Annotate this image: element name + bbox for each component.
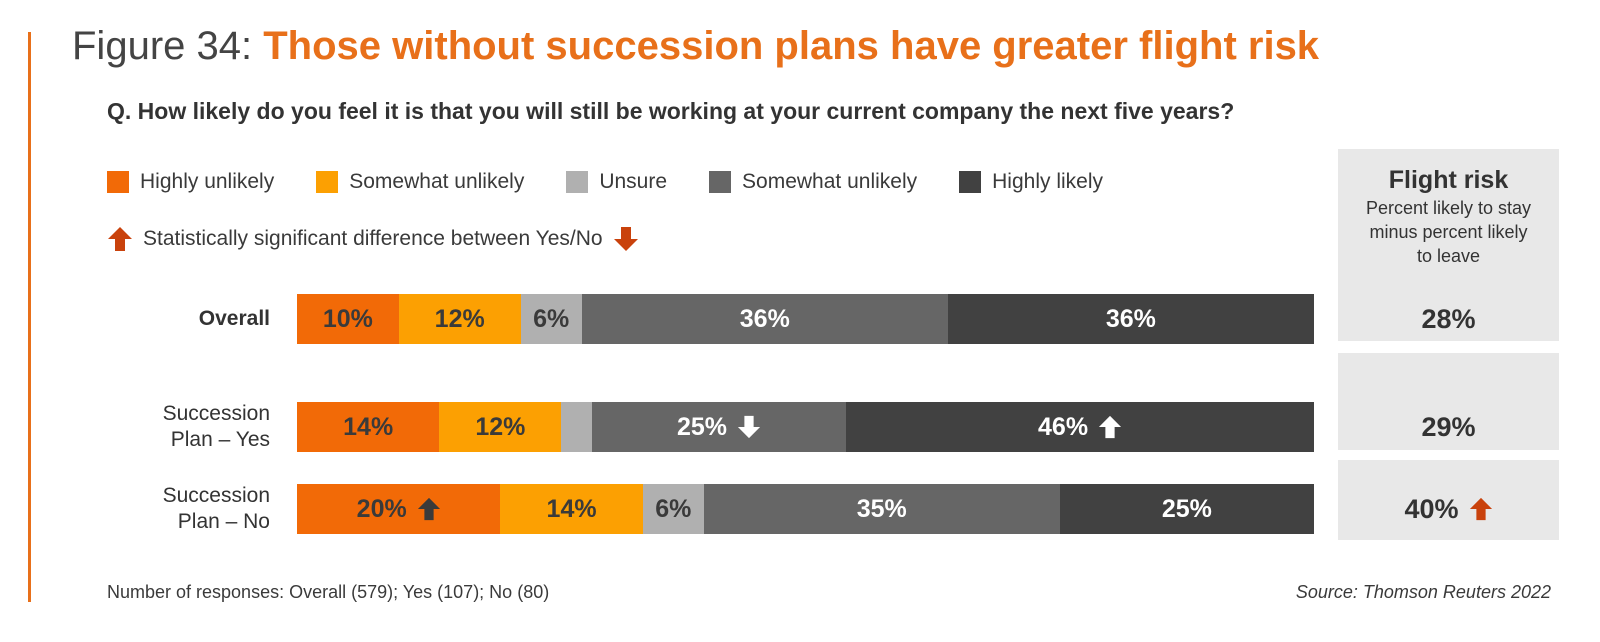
significance-note: Statistically significant difference bet… [107, 226, 639, 252]
bar-segment: 36% [947, 294, 1314, 344]
flight-risk-panel-cell [1338, 460, 1559, 540]
legend-label: Somewhat unlikely [349, 170, 525, 193]
responses-footnote: Number of responses: Overall (579); Yes … [107, 582, 550, 602]
arrow-up-icon [417, 497, 440, 521]
title-text: Those without succession plans have grea… [263, 24, 1320, 68]
legend-label: Unsure [599, 170, 668, 193]
bar-row: 10% 12% 6% 36% 36% [297, 294, 1314, 344]
data-label: 14% [546, 494, 597, 523]
bar-segment: 35% [703, 484, 1060, 534]
category-label: Succession Plan – No [100, 483, 270, 535]
arrow-down-icon [613, 227, 638, 251]
legend-item: Somewhat unlikely [709, 170, 917, 194]
legend-swatch [959, 171, 982, 193]
data-label: 20% [356, 494, 407, 523]
legend-item: Highly unlikely [107, 170, 274, 194]
flight-risk-subtitle-line: Percent likely to stay [1365, 198, 1532, 218]
bar-segment: 12% [439, 402, 562, 452]
figure-title: Figure 34: Those without succession plan… [72, 24, 1319, 69]
legend-label: Somewhat unlikely [742, 170, 918, 193]
bar-row: 14% 12% 25% 46% [297, 402, 1314, 452]
data-label: 36% [739, 304, 790, 333]
flight-risk-value: 40% [1338, 484, 1559, 534]
legend-swatch [316, 171, 339, 193]
category-label: Overall [100, 306, 270, 332]
data-label: 35% [856, 494, 907, 523]
data-label: 12% [434, 304, 485, 333]
legend-label: Highly unlikely [140, 170, 275, 193]
bar-segment: 25% [1059, 484, 1314, 534]
flight-risk-value: 29% [1338, 402, 1559, 452]
flight-risk-panel-cell [1338, 353, 1559, 450]
flight-risk-title: Flight risk [1388, 166, 1509, 194]
flight-risk-subtitle: Percent likely to stay minus percent lik… [1338, 196, 1559, 268]
category-label: Succession Plan – Yes [100, 401, 270, 453]
flight-risk-subtitle-line: minus percent likely [1369, 222, 1528, 242]
legend-item: Unsure [566, 170, 667, 194]
arrow-up-icon [1099, 415, 1122, 439]
data-label: 10% [322, 304, 373, 333]
bar-segment: 12% [398, 294, 521, 344]
source-credit: Source: Thomson Reuters 2022 [1295, 582, 1551, 602]
flight-risk-value-text: 40% [1404, 493, 1459, 524]
figure-label: Figure 34: [72, 24, 253, 68]
data-label: 36% [1105, 304, 1156, 333]
legend-item: Highly likely [959, 170, 1103, 194]
survey-question: Q. How likely do you feel it is that you… [107, 98, 1235, 124]
data-label: 46% [1038, 412, 1089, 441]
bar-segment: 25% [591, 402, 847, 452]
data-label: 25% [1161, 494, 1212, 523]
data-label: 14% [343, 412, 394, 441]
legend-swatch [107, 171, 129, 193]
significance-note-text: Statistically significant difference bet… [143, 227, 603, 250]
data-label: 25% [677, 412, 728, 441]
category-label-line: Plan – Yes [170, 428, 270, 451]
data-label: 6% [655, 494, 692, 523]
data-label: 12% [475, 412, 526, 441]
legend-swatch [566, 171, 589, 193]
legend: Highly unlikely Somewhat unlikely Unsure So… [107, 170, 1145, 194]
flight-risk-value-text: 28% [1421, 303, 1476, 334]
bar-segment: 20% [297, 484, 501, 534]
category-label-line: Succession [162, 402, 270, 425]
flight-risk-subtitle-line: to leave [1416, 246, 1481, 266]
bar-segment: 6% [520, 294, 582, 344]
bar-row: 20% 14% 6% 35% 25% [297, 484, 1314, 534]
bar-segment [561, 402, 592, 452]
bar-segment: 10% [297, 294, 399, 344]
arrow-up-icon [108, 227, 132, 251]
flight-risk-value-text: 29% [1421, 411, 1476, 442]
legend-swatch [709, 171, 732, 193]
arrow-up-icon [1469, 497, 1492, 521]
data-label: 6% [533, 304, 570, 333]
bar-segment: 46% [846, 402, 1314, 452]
legend-label: Highly likely [992, 170, 1103, 193]
flight-risk-panel-header [1338, 149, 1559, 341]
arrow-down-icon [737, 415, 761, 439]
bar-segment: 36% [581, 294, 948, 344]
category-label-line: Plan – No [177, 510, 270, 533]
bar-segment: 14% [297, 402, 440, 452]
category-label-line: Overall [198, 307, 270, 330]
bar-segment: 14% [500, 484, 643, 534]
legend-item: Somewhat unlikely [316, 170, 524, 194]
category-label-line: Succession [162, 484, 270, 507]
bar-segment: 6% [642, 484, 704, 534]
accent-line [28, 32, 31, 602]
flight-risk-value: 28% [1338, 294, 1559, 344]
